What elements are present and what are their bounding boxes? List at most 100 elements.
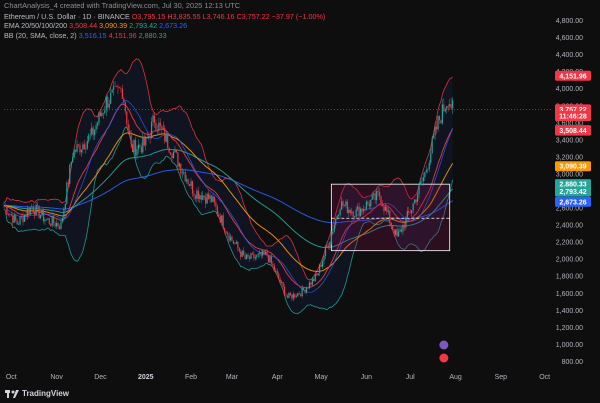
- candle-body: [253, 253, 255, 259]
- candle-body: [355, 209, 357, 217]
- candle-body: [300, 294, 302, 297]
- candle-body: [319, 264, 321, 273]
- candle-body: [205, 197, 207, 204]
- candle-body: [266, 251, 268, 256]
- candle-body: [31, 206, 33, 208]
- candle-body: [244, 255, 246, 260]
- candle-body: [200, 195, 202, 201]
- candle-body: [194, 195, 197, 199]
- candle-body: [196, 190, 198, 199]
- candle-body: [10, 214, 12, 216]
- candle-body: [305, 287, 308, 293]
- candle-body: [419, 181, 422, 185]
- x-tick-label: Feb: [185, 374, 197, 381]
- candle-body: [168, 147, 170, 153]
- candle-body: [130, 135, 132, 145]
- candle-body: [22, 216, 24, 222]
- candle-body: [67, 182, 69, 184]
- candle-body: [187, 179, 189, 185]
- candle-body: [140, 146, 142, 153]
- candle-body: [320, 264, 322, 267]
- ema100-line: [3, 148, 454, 248]
- legend-ema-row[interactable]: EMA 20/50/100/200 3,508.44 3,090.39 2,79…: [4, 21, 187, 30]
- candle-body: [91, 127, 93, 135]
- candle-body: [9, 214, 11, 215]
- candle-body: [108, 103, 110, 108]
- legend-bb-row[interactable]: BB (20, SMA, close, 2) 3,516.15 4,151.96…: [4, 31, 167, 40]
- candle-body: [72, 157, 74, 163]
- candle-body: [34, 212, 36, 216]
- candle-body: [96, 123, 99, 126]
- candle-body: [316, 274, 318, 276]
- candle-body: [294, 293, 296, 298]
- candle-body: [441, 104, 443, 124]
- candle-body: [44, 219, 46, 222]
- candle-body: [272, 263, 274, 266]
- price-badge-label: 3,090.39: [559, 164, 586, 171]
- candle-body: [118, 87, 121, 89]
- symbol-name[interactable]: Ethereum / U.S. Dollar · 1D · BINANCE: [4, 12, 130, 21]
- candle-body: [395, 229, 397, 235]
- candle-body: [349, 209, 351, 213]
- candle-body: [73, 149, 75, 158]
- candle-body: [403, 224, 406, 228]
- candle-body: [83, 144, 85, 150]
- candle-body: [371, 195, 373, 200]
- y-tick-label: 3,000.00: [556, 171, 583, 178]
- ema20-value: 3,508.44: [69, 21, 98, 30]
- ema50-line: [3, 132, 454, 272]
- candle-body: [444, 109, 446, 112]
- candle-body: [228, 234, 230, 241]
- candle-body: [150, 121, 153, 139]
- candle-body: [254, 257, 256, 259]
- candle-body: [213, 196, 216, 203]
- candle-body: [57, 222, 59, 227]
- candle-body: [127, 123, 129, 131]
- candle-body: [164, 127, 166, 142]
- candle-body: [165, 133, 167, 142]
- candle-body: [219, 216, 221, 223]
- candle-body: [386, 206, 388, 212]
- candle-body: [19, 216, 21, 225]
- candle-body: [288, 293, 290, 298]
- tradingview-brand[interactable]: TradingView: [22, 389, 69, 398]
- candle-body: [308, 282, 311, 289]
- candle-body: [70, 162, 72, 165]
- candle-body: [137, 144, 140, 150]
- candle-body: [216, 206, 218, 215]
- candle-body: [343, 205, 346, 206]
- candle-body: [53, 215, 55, 224]
- price-badge: [555, 161, 591, 172]
- candle-body: [167, 133, 169, 148]
- candle-body: [450, 104, 452, 109]
- candle-body: [231, 236, 233, 241]
- candle-body: [99, 112, 102, 117]
- candle-body: [326, 245, 328, 247]
- candle-body: [289, 293, 292, 296]
- price-badge-label: 2,673.26: [559, 199, 586, 206]
- candle-body: [378, 192, 381, 197]
- candle-body: [60, 221, 62, 229]
- candle-body: [421, 181, 423, 182]
- candle-body: [251, 253, 254, 254]
- candle-body: [362, 209, 365, 211]
- candle-body: [241, 250, 243, 257]
- y-tick-label: 2,000.00: [556, 257, 583, 264]
- candle-body: [415, 199, 417, 202]
- candle-body: [23, 214, 26, 222]
- price-badge-label: 11:46:28: [559, 113, 587, 120]
- candle-body: [92, 127, 94, 136]
- candle-body: [145, 137, 147, 146]
- candle-body: [129, 130, 131, 136]
- candle-body: [314, 274, 316, 282]
- candle-body: [310, 282, 312, 285]
- candle-body: [225, 231, 227, 233]
- candle-body: [342, 201, 344, 206]
- candle-body: [101, 112, 103, 117]
- candle-body: [26, 209, 28, 217]
- candle-body: [270, 256, 273, 264]
- candle-body: [115, 85, 118, 87]
- candle-body: [191, 181, 194, 194]
